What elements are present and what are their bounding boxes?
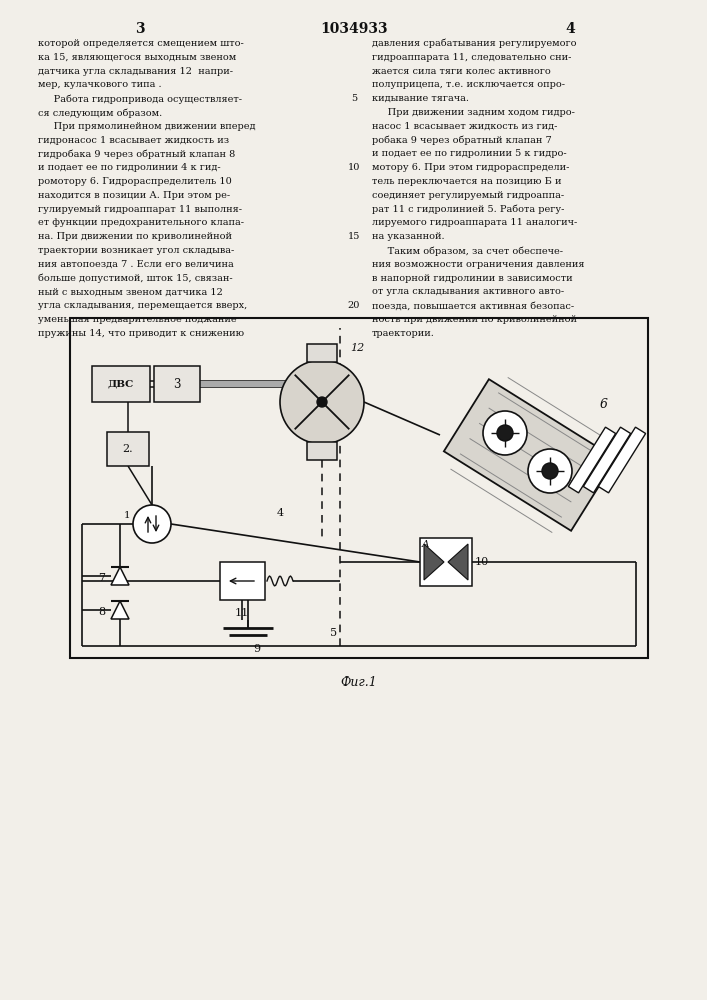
Text: 20: 20 (348, 301, 360, 310)
Text: в напорной гидролинии в зависимости: в напорной гидролинии в зависимости (372, 274, 573, 283)
Text: ный с выходным звеном датчика 12: ный с выходным звеном датчика 12 (38, 287, 223, 296)
Bar (220, 562, 265, 600)
Text: мер, кулачкового типа .: мер, кулачкового типа . (38, 80, 162, 89)
Text: соединяет регулируемый гидроаппа-: соединяет регулируемый гидроаппа- (372, 191, 564, 200)
Text: ка 15, являющегося выходным звеном: ка 15, являющегося выходным звеном (38, 53, 236, 62)
Circle shape (280, 360, 364, 444)
Circle shape (317, 397, 327, 407)
Text: 7: 7 (98, 573, 105, 583)
Text: поезда, повышается активная безопас-: поезда, повышается активная безопас- (372, 301, 574, 310)
Bar (420, 538, 472, 586)
Text: 15: 15 (348, 232, 360, 241)
Text: гидроаппарата 11, следовательно сни-: гидроаппарата 11, следовательно сни- (372, 53, 571, 62)
Text: кидывание тягача.: кидывание тягача. (372, 94, 469, 103)
Text: ность при движении по криволинейной: ность при движении по криволинейной (372, 315, 577, 324)
Text: на указанной.: на указанной. (372, 232, 445, 241)
Text: При прямолинейном движении вперед: При прямолинейном движении вперед (38, 122, 255, 131)
Text: Таким образом, за счет обеспече-: Таким образом, за счет обеспече- (372, 246, 563, 255)
Text: 2.: 2. (123, 444, 134, 454)
Text: на. При движении по криволинейной: на. При движении по криволинейной (38, 232, 232, 241)
Text: насос 1 всасывает жидкость из гид-: насос 1 всасывает жидкость из гид- (372, 122, 557, 131)
Bar (307, 344, 337, 362)
Text: 5: 5 (330, 628, 337, 638)
Text: гидронасос 1 всасывает жидкость из: гидронасос 1 всасывает жидкость из (38, 136, 229, 145)
Text: жается сила тяги колес активного: жается сила тяги колес активного (372, 67, 551, 76)
Text: датчика угла складывания 12  напри-: датчика угла складывания 12 напри- (38, 67, 233, 76)
Text: и подает ее по гидролинии 4 к гид-: и подает ее по гидролинии 4 к гид- (38, 163, 221, 172)
Text: которой определяется смещением што-: которой определяется смещением што- (38, 39, 244, 48)
Text: ся следующим образом.: ся следующим образом. (38, 108, 162, 117)
Text: лируемого гидроаппарата 11 аналогич-: лируемого гидроаппарата 11 аналогич- (372, 218, 577, 227)
Polygon shape (448, 544, 468, 580)
Polygon shape (598, 427, 645, 493)
Text: ДВС: ДВС (108, 379, 134, 388)
Text: траектории возникает угол складыва-: траектории возникает угол складыва- (38, 246, 234, 255)
Text: 1034933: 1034933 (320, 22, 388, 36)
Text: больше допустимой, шток 15, связан-: больше допустимой, шток 15, связан- (38, 274, 233, 283)
Text: 5: 5 (351, 94, 357, 103)
Text: 3: 3 (135, 22, 145, 36)
Text: 1: 1 (124, 512, 130, 520)
Text: уменьшая предварительное поджание: уменьшая предварительное поджание (38, 315, 237, 324)
Text: 3: 3 (173, 377, 181, 390)
Polygon shape (568, 427, 616, 493)
Text: ет функции предохранительного клапа-: ет функции предохранительного клапа- (38, 218, 244, 227)
Text: траектории.: траектории. (372, 329, 435, 338)
Polygon shape (583, 427, 631, 493)
Text: полуприцепа, т.е. исключается опро-: полуприцепа, т.е. исключается опро- (372, 80, 565, 89)
Polygon shape (444, 379, 616, 531)
Text: и подает ее по гидролинии 5 к гидро-: и подает ее по гидролинии 5 к гидро- (372, 149, 566, 158)
Text: ния автопоезда 7 . Если его величина: ния автопоезда 7 . Если его величина (38, 260, 234, 269)
Polygon shape (111, 601, 129, 619)
Circle shape (133, 505, 171, 543)
Text: мотору 6. При этом гидрораспредели-: мотору 6. При этом гидрораспредели- (372, 163, 569, 172)
Circle shape (542, 463, 558, 479)
Text: 11: 11 (235, 608, 249, 618)
Text: 6: 6 (600, 398, 608, 412)
Text: находится в позиции А. При этом ре-: находится в позиции А. При этом ре- (38, 191, 230, 200)
Text: тель переключается на позицию Б и: тель переключается на позицию Б и (372, 177, 561, 186)
Text: 8: 8 (98, 607, 105, 617)
Text: ния возможности ограничения давления: ния возможности ограничения давления (372, 260, 585, 269)
Bar (92, 366, 150, 402)
Text: Фиг.1: Фиг.1 (341, 676, 378, 689)
Text: рат 11 с гидролинией 5. Работа регу-: рат 11 с гидролинией 5. Работа регу- (372, 205, 564, 214)
Text: 10: 10 (348, 163, 360, 172)
Polygon shape (111, 567, 129, 585)
Text: 4: 4 (565, 22, 575, 36)
Bar (154, 366, 200, 402)
Text: 9: 9 (253, 644, 260, 654)
Text: 10: 10 (475, 557, 489, 567)
Text: При движении задним ходом гидро-: При движении задним ходом гидро- (372, 108, 575, 117)
Polygon shape (424, 544, 444, 580)
Text: от угла складывания активного авто-: от угла складывания активного авто- (372, 287, 564, 296)
Circle shape (483, 411, 527, 455)
Text: 4: 4 (276, 508, 284, 518)
Text: давления срабатывания регулируемого: давления срабатывания регулируемого (372, 39, 576, 48)
Text: ромотору 6. Гидрораспределитель 10: ромотору 6. Гидрораспределитель 10 (38, 177, 232, 186)
Text: 12: 12 (350, 343, 364, 353)
Bar (107, 432, 149, 466)
Text: Работа гидропривода осуществляет-: Работа гидропривода осуществляет- (38, 94, 242, 104)
Text: пружины 14, что приводит к снижению: пружины 14, что приводит к снижению (38, 329, 244, 338)
Text: робака 9 через обратный клапан 7: робака 9 через обратный клапан 7 (372, 136, 551, 145)
Text: гулируемый гидроаппарат 11 выполня-: гулируемый гидроаппарат 11 выполня- (38, 205, 242, 214)
Circle shape (497, 425, 513, 441)
Circle shape (528, 449, 572, 493)
Text: угла складывания, перемещается вверх,: угла складывания, перемещается вверх, (38, 301, 247, 310)
Bar (70, 318, 648, 658)
Text: A: A (422, 540, 429, 549)
Text: гидробака 9 через обратный клапан 8: гидробака 9 через обратный клапан 8 (38, 149, 235, 159)
Bar (307, 442, 337, 460)
Bar (200, 381, 298, 387)
